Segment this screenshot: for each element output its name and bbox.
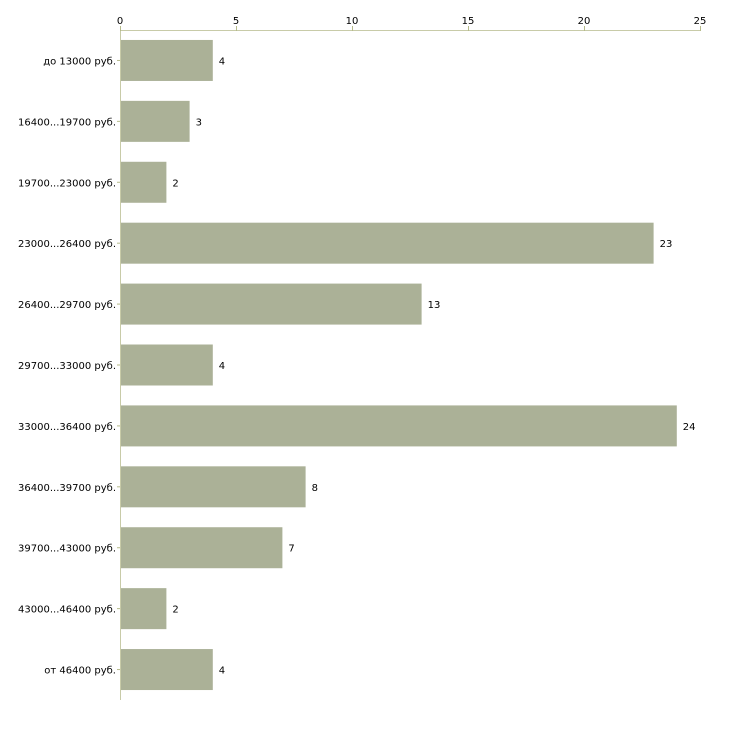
bar: [121, 649, 213, 691]
bar: [121, 588, 167, 630]
x-tick-label: 25: [694, 16, 707, 27]
bar: [121, 344, 213, 386]
bar: [121, 222, 654, 264]
data-label: 7: [288, 544, 294, 555]
category-label: 26400...29700 руб.: [18, 300, 116, 311]
data-label: 2: [172, 178, 178, 189]
category-label: 19700...23000 руб.: [18, 178, 116, 189]
data-label: 4: [219, 361, 225, 372]
x-tick-label: 0: [117, 16, 123, 27]
data-label: 3: [196, 117, 202, 128]
category-label: 23000...26400 руб.: [18, 239, 116, 250]
category-label: 16400...19700 руб.: [18, 117, 116, 128]
x-tick-label: 5: [233, 16, 239, 27]
bar: [121, 466, 306, 508]
category-label: от 46400 руб.: [44, 666, 116, 677]
bar: [121, 527, 283, 569]
data-label: 24: [683, 422, 696, 433]
data-label: 4: [219, 666, 225, 677]
bar: [121, 100, 190, 142]
bar: [121, 283, 422, 325]
category-label: 39700...43000 руб.: [18, 544, 116, 555]
category-label: 33000...36400 руб.: [18, 422, 116, 433]
data-label: 8: [312, 483, 318, 494]
x-tick-label: 15: [462, 16, 475, 27]
data-label: 2: [172, 605, 178, 616]
bar: [121, 405, 677, 447]
category-label: до 13000 руб.: [43, 56, 116, 67]
bar: [121, 161, 167, 203]
bar: [121, 39, 213, 81]
category-label: 36400...39700 руб.: [18, 483, 116, 494]
data-label: 23: [660, 239, 673, 250]
x-tick-label: 10: [346, 16, 359, 27]
data-label: 4: [219, 56, 225, 67]
x-tick-label: 20: [578, 16, 591, 27]
category-label: 43000...46400 руб.: [18, 605, 116, 616]
category-label: 29700...33000 руб.: [18, 361, 116, 372]
data-label: 13: [428, 300, 441, 311]
